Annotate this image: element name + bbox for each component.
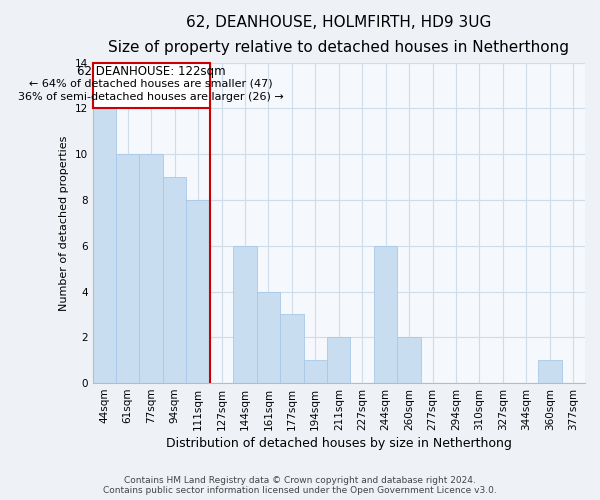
Bar <box>257 292 280 383</box>
Text: Contains HM Land Registry data © Crown copyright and database right 2024.
Contai: Contains HM Land Registry data © Crown c… <box>103 476 497 495</box>
X-axis label: Distribution of detached houses by size in Netherthong: Distribution of detached houses by size … <box>166 437 512 450</box>
Title: 62, DEANHOUSE, HOLMFIRTH, HD9 3UG
Size of property relative to detached houses i: 62, DEANHOUSE, HOLMFIRTH, HD9 3UG Size o… <box>108 15 569 54</box>
FancyBboxPatch shape <box>92 62 210 108</box>
Bar <box>187 200 210 383</box>
Bar <box>163 177 187 383</box>
Bar <box>374 246 397 383</box>
Bar <box>538 360 562 383</box>
Bar <box>116 154 139 383</box>
Text: ← 64% of detached houses are smaller (47): ← 64% of detached houses are smaller (47… <box>29 78 273 88</box>
Bar <box>327 338 350 383</box>
Bar <box>92 108 116 383</box>
Bar <box>304 360 327 383</box>
Bar <box>280 314 304 383</box>
Bar <box>233 246 257 383</box>
Bar <box>397 338 421 383</box>
Bar <box>139 154 163 383</box>
Text: 36% of semi-detached houses are larger (26) →: 36% of semi-detached houses are larger (… <box>18 92 284 102</box>
Text: 62 DEANHOUSE: 122sqm: 62 DEANHOUSE: 122sqm <box>77 66 226 78</box>
Y-axis label: Number of detached properties: Number of detached properties <box>59 135 69 310</box>
